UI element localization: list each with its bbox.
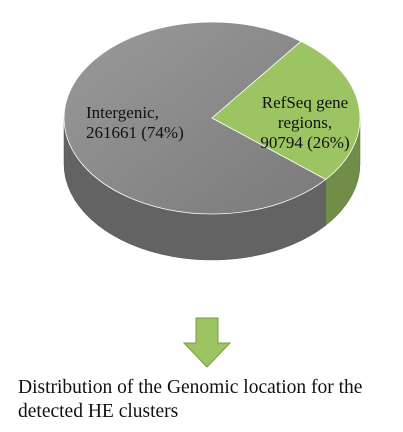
- category-label: Intergenic,: [86, 103, 159, 122]
- category-label: RefSeq gene regions,: [261, 93, 349, 132]
- arrow: [182, 317, 232, 368]
- value-label: 90794 (26%): [260, 133, 350, 152]
- caption: Distribution of the Genomic location for…: [18, 377, 363, 422]
- slice-label: Intergenic, 261661 (74%): [86, 103, 226, 143]
- pie-slice: [63, 21, 327, 215]
- slice-label: RefSeq gene regions, 90794 (26%): [246, 93, 364, 153]
- value-label: 261661 (74%): [86, 123, 184, 142]
- pie-slice: [211, 40, 361, 180]
